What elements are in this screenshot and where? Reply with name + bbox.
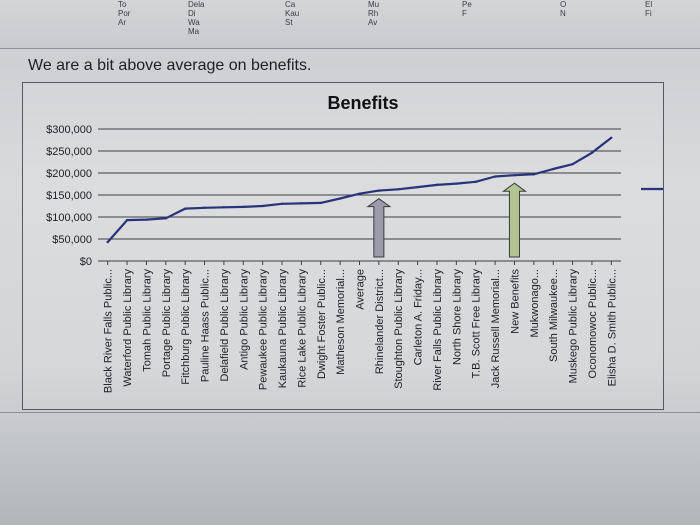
x-tick-label: North Shore Library [451,269,463,365]
data-point [319,201,322,205]
x-tick-label: Waterford Public Library [122,269,134,387]
data-point [358,192,361,195]
x-tick-label: Dwight Foster Public... [316,269,328,379]
x-tick-label: Muskego Public Library [568,269,580,384]
table-fragment-text: Ma [188,27,200,36]
table-fragment-column: To Por Ar [118,0,178,48]
x-tick-label: Portage Public Library [161,269,173,378]
benefits-chart: Benefits $0 $50,000 $100,000 $150,000 $200,00… [22,82,664,410]
page-rule [0,412,700,413]
y-tick-label: $50,000 [52,234,92,246]
previous-page-table-fragment: To Por Ar Dela Di Wa Ma Ca Kau St Mu Rh Av Pe F O N El Fi [0,0,700,49]
y-tick-label: $250,000 [46,146,92,158]
table-fragment-text: El [645,0,653,9]
table-fragment-text: O [560,0,567,9]
data-point [338,197,342,200]
x-tick-label: Antigo Public Library [238,269,250,370]
table-fragment-text: Mu [368,0,380,9]
x-tick-label: Average [355,269,367,310]
y-tick-label: $150,000 [46,190,92,202]
series-line [106,136,612,243]
table-fragment-text: Por [118,9,131,18]
x-tick-label: South Milwaukee... [548,269,560,362]
table-fragment-text: To [118,0,127,9]
chart-title: Benefits [327,93,398,113]
data-point [242,205,245,209]
x-tick-label: Tomah Public Library [141,269,153,372]
data-point [416,185,419,189]
data-point [164,217,167,220]
x-tick-label: Mukwonago... [529,269,541,337]
table-fragment-text: Ar [118,18,126,27]
data-point [610,136,613,139]
x-tick-label: Oconomowoc Public... [587,269,599,378]
x-tick-label: New Benefits [509,269,521,334]
data-point [125,218,129,222]
y-tick-label: $300,000 [46,124,92,136]
table-fragment-column: Ca Kau St [285,0,345,48]
x-tick-label: Jack Russell Memorial... [490,269,502,388]
data-point [106,240,109,244]
data-point [300,202,303,205]
x-tick-label: Elisha D. Smith Public... [606,269,618,386]
x-tick-label: Carleton A. Friday... [413,269,425,365]
data-point [532,173,536,176]
data-point [397,188,400,191]
data-point [203,206,206,209]
y-tick-label: $0 [80,256,92,268]
x-tick-label: Matheson Memorial... [335,269,347,375]
x-tick-label: Pauline Haass Public... [200,269,212,382]
x-tick-label: Rhinelander District... [374,269,386,374]
table-fragment-text: Fi [645,9,652,18]
data-point [455,182,458,185]
y-tick-label: $100,000 [46,212,92,224]
benefits-caption: We are a bit above average on benefits. [28,57,312,74]
data-point [571,163,574,166]
table-fragment-text: Pe [462,0,472,9]
highlight-arrow [366,197,392,258]
data-point [513,174,516,177]
x-tick-label: Stoughton Public Library [393,269,405,389]
data-point [222,206,226,209]
highlight-arrow [501,182,528,258]
table-fragment-text: F [462,9,467,18]
table-fragment-text: Ca [285,0,296,9]
table-fragment-text: N [560,9,566,18]
table-fragment-text: Wa [188,18,200,27]
benefits-chart-svg: Benefits $0 $50,000 $100,000 $150,000 $200,00… [46,93,663,393]
table-fragment-text: St [285,18,293,27]
table-fragment-text: Di [188,9,196,18]
table-fragment-column: Pe F [462,0,522,48]
table-fragment-column: Dela Di Wa Ma [188,0,248,48]
x-tick-label: Rice Lake Public Library [296,269,308,388]
data-point [145,218,148,221]
data-point [474,180,477,183]
x-tick-label: Kaukauna Public Library [277,269,289,389]
table-fragment-text: Kau [285,9,300,18]
table-fragment-column: Mu Rh Av [368,0,428,48]
x-tick-label: Fitchburg Public Library [180,269,192,385]
x-tick-label: Pewaukee Public Library [258,269,270,391]
x-tick-label: T.B. Scott Free Library [471,269,483,379]
table-fragment-text: Dela [188,0,205,9]
data-point [435,183,439,187]
data-point [183,207,187,210]
y-tick-label: $200,000 [46,168,92,180]
data-point [590,151,594,154]
data-point [493,175,497,178]
table-fragment-column: El Fi [645,0,700,48]
x-tick-label: Black River Falls Public... [103,269,115,393]
data-point [280,202,284,205]
x-tick-label: Delafield Public Library [219,269,231,382]
data-point [552,167,555,171]
table-fragment-text: Rh [368,9,379,18]
data-point [377,189,381,192]
x-tick-label: River Falls Public Library [432,269,444,391]
table-fragment-text: Av [368,18,378,27]
data-point [261,204,264,208]
